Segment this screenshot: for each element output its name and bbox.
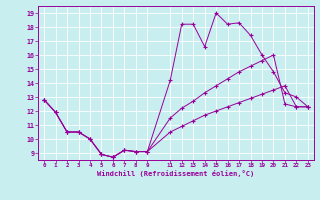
X-axis label: Windchill (Refroidissement éolien,°C): Windchill (Refroidissement éolien,°C) <box>97 170 255 177</box>
